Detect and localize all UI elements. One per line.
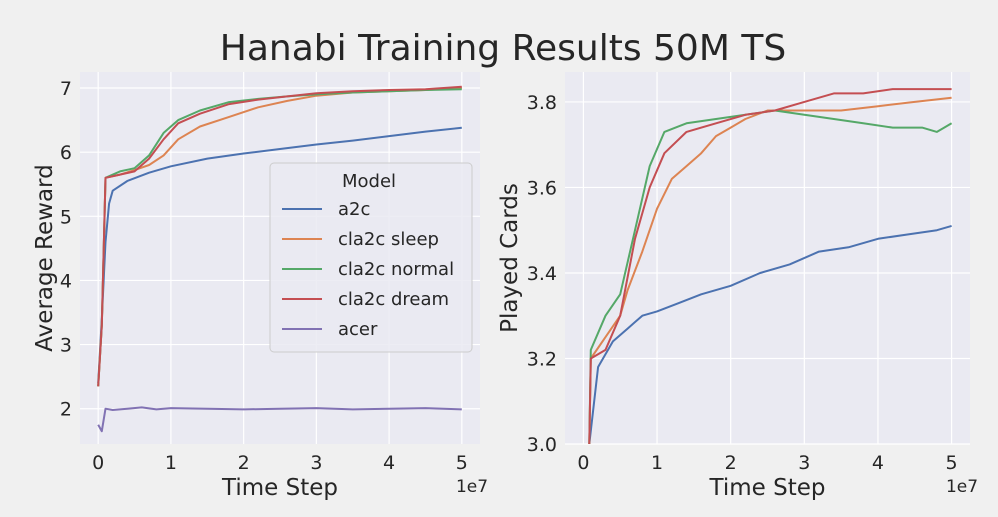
y-tick-label: 3: [60, 335, 72, 357]
legend-label: cla2c dream: [338, 289, 449, 310]
y-tick-label: 3.6: [527, 177, 557, 199]
x-tick-label: 2: [238, 452, 250, 474]
x-tick-label: 3: [798, 452, 810, 474]
y-tick-label: 3.4: [527, 263, 557, 285]
figure-title: Hanabi Training Results 50M TS: [220, 28, 786, 69]
x-tick-label: 4: [383, 452, 395, 474]
series-line-a2c: [97, 126, 462, 384]
y-tick-label: 3.8: [527, 92, 557, 114]
series-line-a2c: [588, 224, 952, 444]
y-tick-label: 6: [60, 142, 72, 164]
legend-title: Model: [342, 171, 396, 192]
y-axis-label: Average Reward: [32, 164, 58, 351]
legend-label: acer: [338, 319, 378, 340]
x-axis-label: Time Step: [221, 475, 338, 501]
series-line-cla2c-dream: [588, 88, 952, 444]
y-tick-label: 5: [60, 206, 72, 228]
y-tick-label: 4: [60, 270, 72, 292]
x-tick-label: 0: [92, 452, 104, 474]
y-tick-label: 7: [60, 78, 72, 100]
x-tick-label: 3: [310, 452, 322, 474]
x-tick-label: 5: [456, 452, 468, 474]
series-group: [97, 85, 462, 433]
played-cards-chart: 0 1 2 3 4 5 3.0 3.2 3.4 3.6 3.8 Time Step 1e7 Played …: [497, 72, 978, 501]
series-group: [588, 88, 953, 444]
series-line-acer: [97, 406, 462, 433]
x-multiplier-label: 1e7: [946, 477, 978, 497]
x-tick-label: 4: [872, 452, 884, 474]
x-tick-label: 1: [165, 452, 177, 474]
series-line-cla2c-normal: [97, 88, 462, 387]
y-axis-label: Played Cards: [497, 183, 523, 333]
x-tick-label: 5: [946, 452, 958, 474]
legend-label: cla2c sleep: [338, 229, 439, 250]
x-tick-label: 0: [577, 452, 589, 474]
x-tick-label: 1: [651, 452, 663, 474]
legend: Model a2c cla2c sleep cla2c normal cla2c dre…: [269, 162, 473, 353]
y-tick-label: 3.0: [527, 434, 557, 456]
y-tick-label: 2: [60, 399, 72, 421]
x-multiplier-label: 1e7: [456, 477, 488, 497]
series-line-cla2c-dream: [97, 85, 462, 387]
legend-label: a2c: [338, 199, 370, 220]
legend-label: cla2c normal: [338, 259, 454, 280]
plot-area: [565, 72, 970, 444]
y-tick-label: 3.2: [527, 348, 557, 370]
legend-box: [269, 162, 473, 353]
x-tick-label: 2: [725, 452, 737, 474]
reward-chart: 0 1 2 3 4 5 2 3 4 5 6 7 Time Step 1e7 Average Reward Mo…: [32, 72, 488, 501]
series-line-cla2c-normal: [588, 109, 953, 444]
x-axis-label: Time Step: [709, 475, 826, 501]
